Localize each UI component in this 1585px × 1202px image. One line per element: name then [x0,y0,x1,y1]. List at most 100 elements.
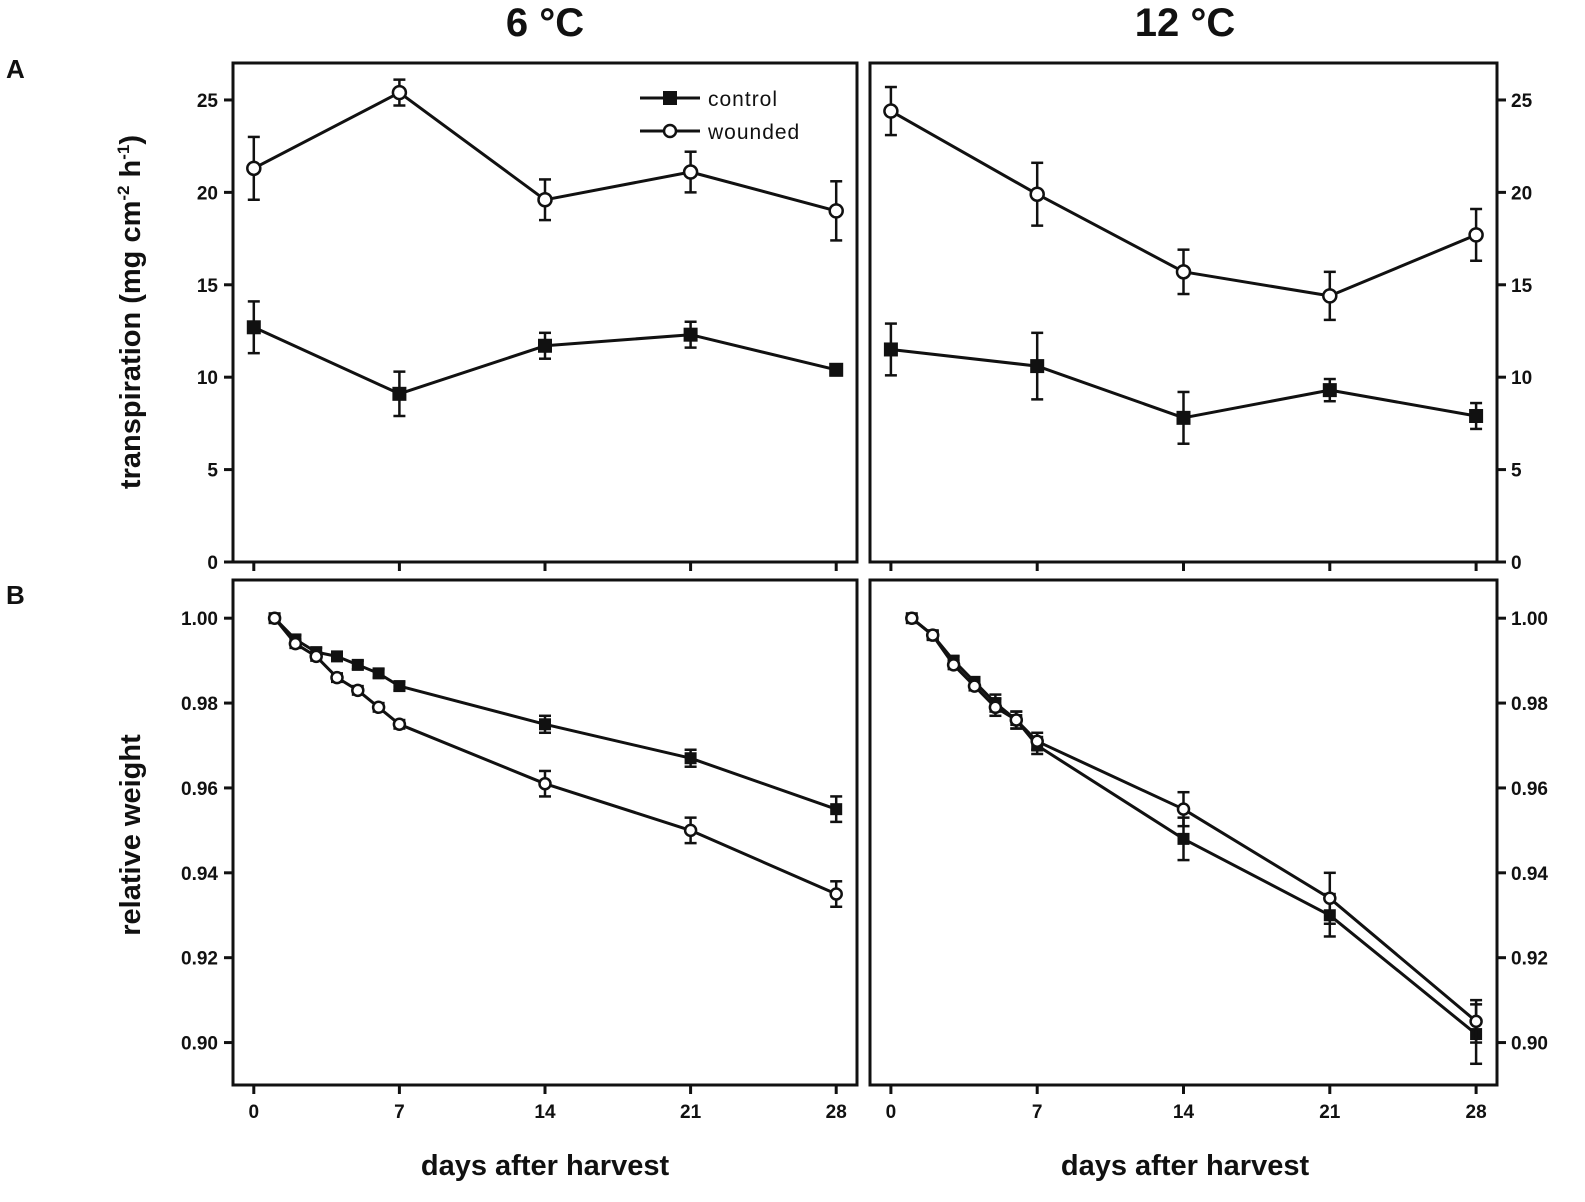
wounded-series-line [910,617,1478,1023]
y-tick-label: 15 [197,276,219,297]
x-axis-title-right: days after harvest [1061,1150,1310,1182]
row-label-a: A [6,54,25,84]
y-tick-label: 10 [1511,368,1532,389]
y-tick-label: 5 [1511,461,1522,482]
control-data-point [1177,832,1190,845]
control-data-point [351,658,364,671]
wounded-data-point [988,700,1003,715]
control-data-point [829,362,844,377]
y-tick-label: 5 [207,461,218,482]
wounded-data-point [828,203,844,219]
y-tick-label: 0.90 [181,1034,218,1055]
y-tick-label: 0.94 [181,864,218,885]
legend-wounded-label: wounded [707,121,800,144]
wounded-data-point [288,636,303,651]
wounded-data-point [883,103,899,119]
row-label-b: B [6,580,25,610]
control-data-point [372,667,385,680]
y-tick-label: 20 [1511,183,1532,204]
wounded-data-point [1323,891,1337,906]
wounded-data-point [967,679,982,693]
y-tick-label: 10 [197,368,218,389]
wounded-data-point [683,823,698,838]
y-tick-label: 0 [1511,553,1522,574]
wounded-series-line [273,617,837,896]
column-title-12c: 12 °C [1135,1,1236,45]
panel-b-6c: 0.90 0.92 0.94 0.96 0.98 1.00 0 7 14 21 28 [181,578,859,1123]
wounded-data-point [1176,802,1191,816]
x-tick-label: 0 [886,1102,897,1123]
x-axis-title-left: days after harvest [421,1150,670,1182]
wounded-data-point [538,776,552,791]
legend-control-label: control [708,88,778,111]
panel-b-12c: 0.90 0.92 0.94 0.96 0.98 1.00 0 7 14 21 28 [868,578,1548,1123]
y-tick-label: 0.94 [1511,864,1548,885]
wounded-data-point [267,611,282,625]
y-tick-label: 25 [1511,91,1533,112]
control-data-point [392,386,407,401]
control-data-point [1469,408,1484,423]
wounded-data-point [829,887,843,901]
y-tick-label: 1.00 [1511,609,1548,630]
control-data-point [830,803,843,816]
x-tick-label: 14 [534,1102,556,1123]
plot-frame [868,61,1499,564]
wounded-data-point [1175,264,1192,280]
y-tick-label: 0 [207,553,218,574]
x-tick-label: 21 [1319,1102,1341,1123]
y-tick-label: 0.90 [1511,1034,1548,1055]
x-tick-label: 0 [249,1102,260,1123]
control-data-point [393,680,406,693]
wounded-data-point [1469,1014,1483,1029]
panel-a-6c: 0 5 10 15 20 25 [197,61,859,574]
legend-wounded-marker [662,123,678,139]
control-series-line [273,617,837,811]
wounded-data-point [925,628,940,642]
x-tick-label: 21 [680,1102,702,1123]
legend-control-marker [663,91,677,105]
wounded-data-point [309,649,323,664]
x-tick-label: 7 [394,1102,405,1123]
y-tick-label: 0.98 [181,694,218,715]
wounded-data-point [1322,288,1338,304]
wounded-data-point [391,84,408,101]
control-series-line [910,617,1478,1036]
wounded-data-point [351,683,365,698]
wounded-data-point [371,700,386,715]
control-data-point [684,752,697,765]
y-tick-label: 25 [197,91,219,112]
wounded-data-point [246,160,262,177]
column-title-6c: 6 °C [506,1,584,45]
y-tick-label: 0.98 [1511,694,1548,715]
wounded-data-point [905,611,919,625]
wounded-data-point [1030,734,1044,749]
x-tick-label: 28 [1466,1102,1487,1123]
legend: control wounded [640,88,800,144]
wounded-data-point [682,164,699,180]
wounded-data-point [392,717,407,732]
y-tick-label: 0.96 [1511,779,1548,800]
control-data-point [1030,359,1045,374]
control-data-point [538,338,552,353]
wounded-data-point [537,192,553,208]
wounded-data-point [1468,227,1484,243]
y-tick-label: 1.00 [181,609,218,630]
y-tick-label: 0.92 [1511,949,1548,970]
y-tick-label: 0.92 [181,949,218,970]
panel-a-12c: 0 5 10 15 20 25 [868,61,1533,574]
wounded-data-point [1009,713,1024,727]
y-tick-label: 15 [1511,276,1533,297]
control-data-point [883,342,898,357]
x-tick-label: 7 [1032,1102,1043,1123]
y-axis-title-relative-weight: relative weight [115,734,147,936]
y-axis-title-transpiration: transpiration (mg cm-2 h-1) [114,135,147,489]
y-tick-label: 0.96 [181,779,218,800]
wounded-data-point [1029,186,1045,202]
control-data-point [1322,383,1337,398]
control-data-point [1176,410,1191,425]
control-data-point [539,718,551,731]
wounded-data-point [330,670,344,685]
control-data-point [683,327,698,342]
wounded-data-point [946,658,961,672]
x-tick-label: 28 [826,1102,847,1123]
